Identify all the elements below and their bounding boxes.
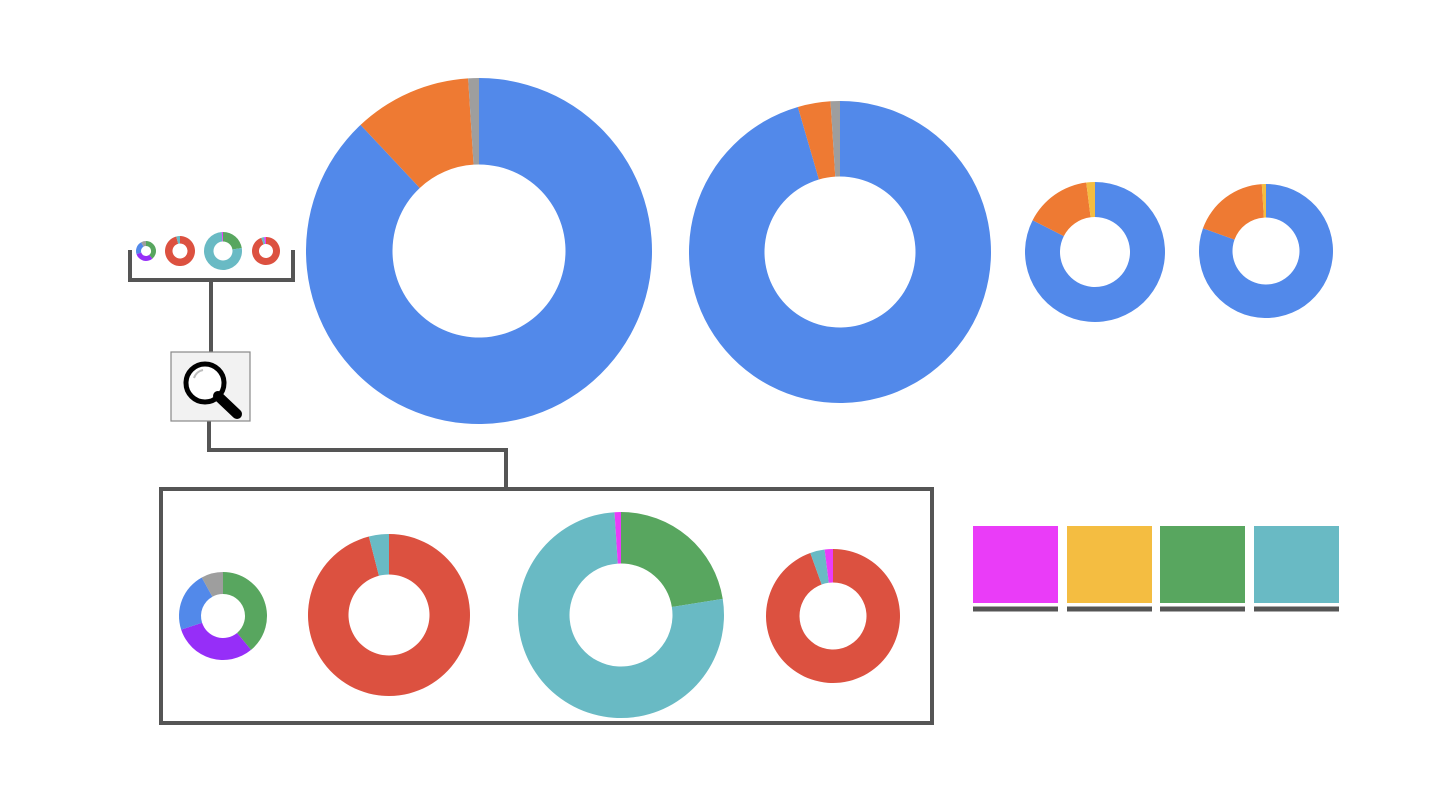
detail-4-slice-teal[interactable] (810, 549, 829, 585)
overview-4-slice-yellow[interactable] (1261, 184, 1266, 218)
mini-thumbnail-donuts (136, 232, 281, 270)
swatch-fill-yellow (1067, 526, 1152, 603)
detail-1-slice-green[interactable] (223, 572, 268, 650)
detail-4-donut[interactable] (765, 549, 900, 683)
detail-3-slice-magenta[interactable] (614, 512, 621, 564)
overview-3-slice-blue[interactable] (1024, 182, 1165, 322)
detail-1-donut[interactable] (179, 572, 268, 661)
overview-1-donut[interactable] (306, 78, 652, 424)
magnifier-icon (183, 361, 242, 419)
detail-2-slice-red[interactable] (307, 534, 470, 697)
mini-thumbnail-4-slice-magenta[interactable] (264, 237, 266, 245)
swatch-fill-teal (1254, 526, 1339, 603)
mini-thumbnail-4-slice-red[interactable] (252, 237, 281, 265)
overview-4-slice-orange[interactable] (1202, 184, 1264, 240)
color-swatch-yellow[interactable] (1067, 526, 1152, 612)
detail-2-slice-teal[interactable] (368, 534, 389, 576)
detail-3-slice-teal[interactable] (518, 512, 724, 719)
detail-3-donut[interactable] (518, 512, 724, 719)
magnifier-to-detail-line (207, 421, 508, 489)
mini-thumbnail-4-slice-teal[interactable] (261, 237, 266, 245)
mini-thumbnail-2-slice-red[interactable] (165, 236, 196, 266)
overview-3-slice-yellow[interactable] (1086, 182, 1095, 218)
zoom-button[interactable] (170, 351, 251, 422)
mini-thumbnail-3-donut[interactable] (204, 232, 243, 270)
mini-thumbnail-1-slice-purple[interactable] (136, 252, 153, 261)
mini-thumbnail-1-slice-green[interactable] (146, 241, 156, 259)
mini-thumbnail-3-slice-teal[interactable] (204, 232, 243, 270)
overview-4-slice-blue[interactable] (1199, 184, 1334, 318)
overview-1-slice-orange[interactable] (360, 78, 474, 188)
overview-1-slice-gray[interactable] (468, 78, 479, 165)
overview-3-slice-orange[interactable] (1032, 182, 1091, 237)
detail-4-slice-magenta[interactable] (824, 549, 833, 583)
mini-thumbnail-3-slice-magenta[interactable] (221, 232, 223, 242)
overview-donut-row (306, 78, 1334, 424)
mini-thumbnail-1-donut[interactable] (136, 241, 156, 261)
swatch-fill-magenta (973, 526, 1058, 603)
detail-3-slice-green[interactable] (621, 512, 723, 607)
detail-2-donut[interactable] (307, 534, 470, 697)
color-swatch-row (973, 526, 1339, 612)
overview-2-slice-blue[interactable] (688, 101, 991, 403)
color-swatch-green[interactable] (1160, 526, 1245, 612)
mini-thumbnail-4-donut[interactable] (252, 237, 281, 265)
overview-2-slice-gray[interactable] (830, 101, 840, 177)
mini-thumbnail-2-donut[interactable] (165, 236, 196, 266)
color-swatch-magenta[interactable] (973, 526, 1058, 612)
mini-thumbnail-1-slice-gray[interactable] (141, 241, 146, 247)
detail-1-slice-gray[interactable] (201, 572, 223, 597)
overview-1-slice-blue[interactable] (306, 78, 652, 424)
mini-thumbnail-2-slice-teal[interactable] (176, 236, 180, 244)
color-swatch-teal[interactable] (1254, 526, 1339, 612)
detail-donut-row (179, 512, 900, 719)
overview-4-donut[interactable] (1199, 184, 1334, 318)
overview-3-donut[interactable] (1024, 182, 1165, 322)
mini-thumbnail-3-slice-green[interactable] (223, 232, 242, 250)
detail-4-slice-red[interactable] (765, 549, 900, 683)
overview-2-donut[interactable] (688, 101, 991, 403)
swatch-fill-green (1160, 526, 1245, 603)
detail-1-slice-blue[interactable] (179, 577, 213, 630)
overview-2-slice-orange[interactable] (797, 101, 836, 180)
detail-1-slice-purple[interactable] (181, 622, 252, 661)
mini-thumbnail-1-slice-blue[interactable] (136, 242, 144, 255)
